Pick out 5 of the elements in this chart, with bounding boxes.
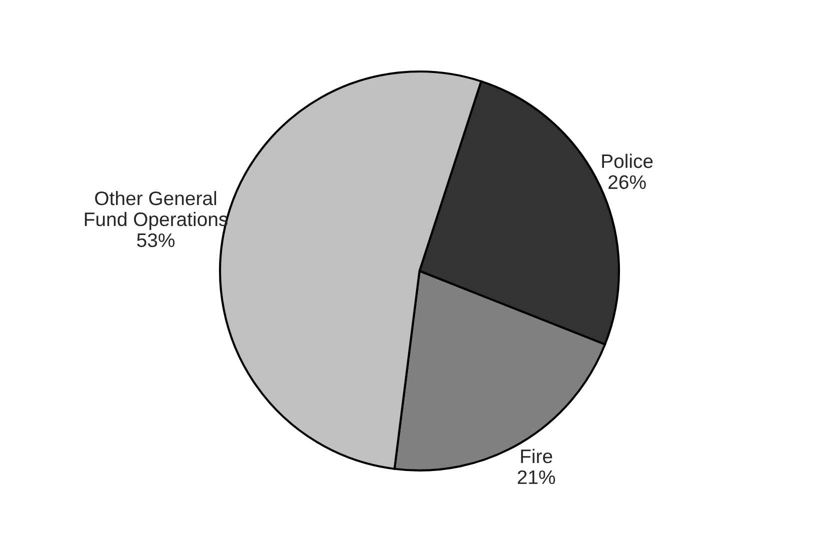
slice-label: Fire (521, 448, 552, 464)
slice-label: Police (602, 154, 653, 168)
data-label: 26% (608, 175, 646, 190)
data-label: 21% (518, 470, 556, 484)
data-label: 53% (137, 233, 175, 248)
